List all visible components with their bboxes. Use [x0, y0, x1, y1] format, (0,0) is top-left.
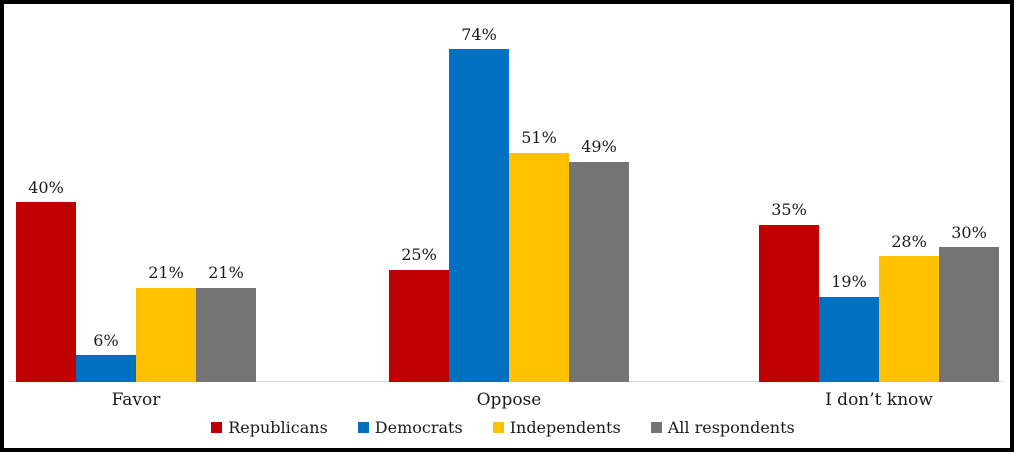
- bar-column: 19%: [819, 272, 879, 382]
- legend-label: Democrats: [374, 418, 463, 437]
- legend: Republicans Democrats Independents All resp…: [4, 418, 1002, 437]
- bar-column: 30%: [939, 222, 999, 382]
- bar-value-label: 19%: [831, 272, 867, 292]
- bar-value-label: 30%: [951, 222, 987, 242]
- bar-column: 74%: [449, 24, 509, 382]
- bar-column: 35%: [759, 200, 819, 382]
- bar: [76, 355, 136, 382]
- bar-value-label: 25%: [401, 245, 437, 265]
- bar-column: 28%: [879, 231, 939, 382]
- bar: [136, 287, 196, 382]
- bar: [569, 161, 629, 382]
- legend-label: All respondents: [667, 418, 795, 437]
- legend-item: Independents: [492, 418, 621, 437]
- bar-column: 21%: [196, 263, 256, 382]
- bar-column: 25%: [389, 245, 449, 382]
- bar: [759, 224, 819, 382]
- bar-value-label: 51%: [521, 128, 557, 148]
- bar-column: 51%: [509, 128, 569, 382]
- bar-value-label: 40%: [28, 177, 64, 197]
- bar-value-label: 21%: [148, 263, 184, 283]
- legend-swatch-icon: [211, 422, 223, 433]
- bar: [449, 49, 509, 382]
- category-label: Oppose: [476, 390, 542, 410]
- bar: [16, 202, 76, 382]
- bar-value-label: 21%: [208, 263, 244, 283]
- bar: [939, 247, 999, 382]
- plot-area: 40% 6% 21% 21% 25% 74% 51% 49% 35% 19% 28% 30%: [4, 4, 1010, 382]
- bar-value-label: 74%: [461, 24, 497, 44]
- bar-value-label: 35%: [771, 200, 807, 220]
- bar-value-label: 6%: [93, 330, 119, 350]
- bar: [819, 296, 879, 382]
- bar-value-label: 28%: [891, 231, 927, 251]
- bar-column: 40%: [16, 177, 76, 382]
- bar: [389, 269, 449, 382]
- bar-group: 25% 74% 51% 49%: [389, 24, 629, 382]
- legend-item: Republicans: [211, 418, 328, 437]
- bar-group: 35% 19% 28% 30%: [759, 200, 999, 382]
- bar: [879, 256, 939, 382]
- legend-item: Democrats: [357, 418, 463, 437]
- bar-group: 40% 6% 21% 21%: [16, 177, 256, 382]
- legend-label: Republicans: [228, 418, 328, 437]
- bar-column: 21%: [136, 263, 196, 382]
- legend-item: All respondents: [650, 418, 795, 437]
- legend-swatch-icon: [357, 422, 369, 433]
- bar-column: 6%: [76, 330, 136, 382]
- legend-label: Independents: [509, 418, 621, 437]
- bar-value-label: 49%: [581, 137, 617, 157]
- category-label: I don’t know: [825, 390, 933, 410]
- legend-swatch-icon: [492, 422, 504, 433]
- legend-swatch-icon: [650, 422, 662, 433]
- category-label: Favor: [111, 390, 161, 410]
- bar-column: 49%: [569, 137, 629, 382]
- bar: [196, 287, 256, 382]
- bar: [509, 152, 569, 382]
